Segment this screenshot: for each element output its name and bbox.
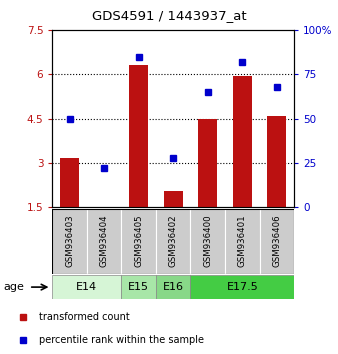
Bar — [156, 209, 191, 274]
Bar — [129, 65, 148, 207]
Text: GSM936406: GSM936406 — [272, 214, 281, 267]
Text: GSM936401: GSM936401 — [238, 214, 247, 267]
Bar — [121, 209, 156, 274]
Bar — [52, 209, 87, 274]
Text: GSM936404: GSM936404 — [100, 214, 109, 267]
Bar — [191, 209, 225, 274]
Bar — [156, 275, 191, 299]
Text: E16: E16 — [163, 282, 184, 292]
Bar — [87, 209, 121, 274]
Text: GSM936405: GSM936405 — [134, 214, 143, 267]
Text: E17.5: E17.5 — [226, 282, 258, 292]
Bar — [95, 206, 114, 207]
Bar — [267, 116, 286, 207]
Text: percentile rank within the sample: percentile rank within the sample — [39, 335, 204, 346]
Bar — [191, 275, 294, 299]
Text: E14: E14 — [76, 282, 97, 292]
Bar — [260, 209, 294, 274]
Bar — [198, 119, 217, 207]
Bar — [52, 275, 121, 299]
Text: transformed count: transformed count — [39, 312, 129, 322]
Bar — [225, 209, 260, 274]
Text: E15: E15 — [128, 282, 149, 292]
Bar — [121, 275, 156, 299]
Text: GSM936402: GSM936402 — [169, 214, 178, 267]
Text: GDS4591 / 1443937_at: GDS4591 / 1443937_at — [92, 9, 246, 22]
Bar — [60, 159, 79, 207]
Text: GSM936400: GSM936400 — [203, 214, 212, 267]
Text: age: age — [3, 282, 24, 292]
Text: GSM936403: GSM936403 — [65, 214, 74, 267]
Bar — [164, 191, 183, 207]
Bar — [233, 76, 252, 207]
